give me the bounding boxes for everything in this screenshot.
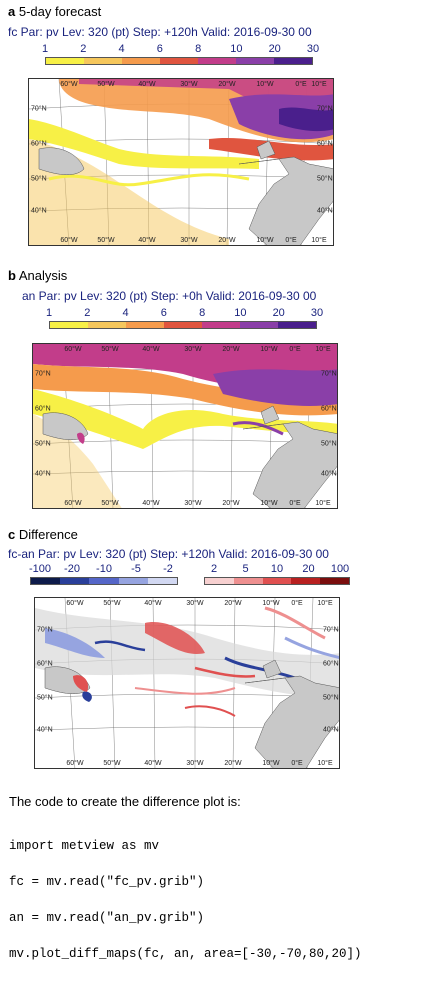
panel-b-map-canvas: [33, 344, 337, 508]
panel-a-map-canvas: [29, 79, 333, 245]
code-block: import metview as mv fc = mv.read("fc_pv…: [9, 819, 362, 981]
panel-c-map-canvas: [35, 598, 339, 768]
panel-c-neg-colorbar: [30, 577, 178, 585]
panel-c-title: c Difference: [8, 527, 78, 542]
panel-b-map-title: an Par: pv Lev: 320 (pt) Step: +0h Valid…: [22, 289, 317, 303]
panel-a-colorbar: [45, 57, 313, 65]
panel-c-map: 60°W 50°W 40°W 30°W 20°W 10°W 0°E 10°E 60°W 50°W…: [34, 597, 340, 769]
panel-a-map: 60°W 50°W 40°W 30°W 20°W 10°W 0°E 10°E 60°W 50°W…: [28, 78, 334, 246]
panel-c-pos-colorbar-ticks: 2 5 10 20 100: [210, 563, 350, 575]
panel-b-title: b Analysis: [8, 268, 68, 283]
panel-c-neg-colorbar-ticks: -100 -20 -10 -5 -2: [28, 563, 173, 575]
panel-a-map-title: fc Par: pv Lev: 320 (pt) Step: +120h Val…: [8, 25, 312, 39]
panel-a-title: a 5-day forecast: [8, 4, 102, 19]
code-line: an = mv.read("an_pv.grib"): [9, 911, 205, 925]
code-line: mv.plot_diff_maps(fc, an, area=[-30,-70,…: [9, 947, 362, 961]
panel-b-map: 60°W 50°W 40°W 30°W 20°W 10°W 0°E 10°E 60°W 50°W…: [32, 343, 338, 509]
panel-b-colorbar: [49, 321, 317, 329]
code-line: fc = mv.read("fc_pv.grib"): [9, 875, 205, 889]
code-line: import metview as mv: [9, 839, 160, 853]
panel-c-pos-colorbar: [204, 577, 350, 585]
panel-c-map-title: fc-an Par: pv Lev: 320 (pt) Step: +120h …: [8, 547, 329, 561]
code-heading: The code to create the difference plot i…: [9, 794, 241, 809]
panel-a-colorbar-ticks: 1 2 4 6 8 10 20 30: [41, 43, 320, 55]
panel-b-colorbar-ticks: 1 2 4 6 8 10 20 30: [45, 307, 324, 319]
